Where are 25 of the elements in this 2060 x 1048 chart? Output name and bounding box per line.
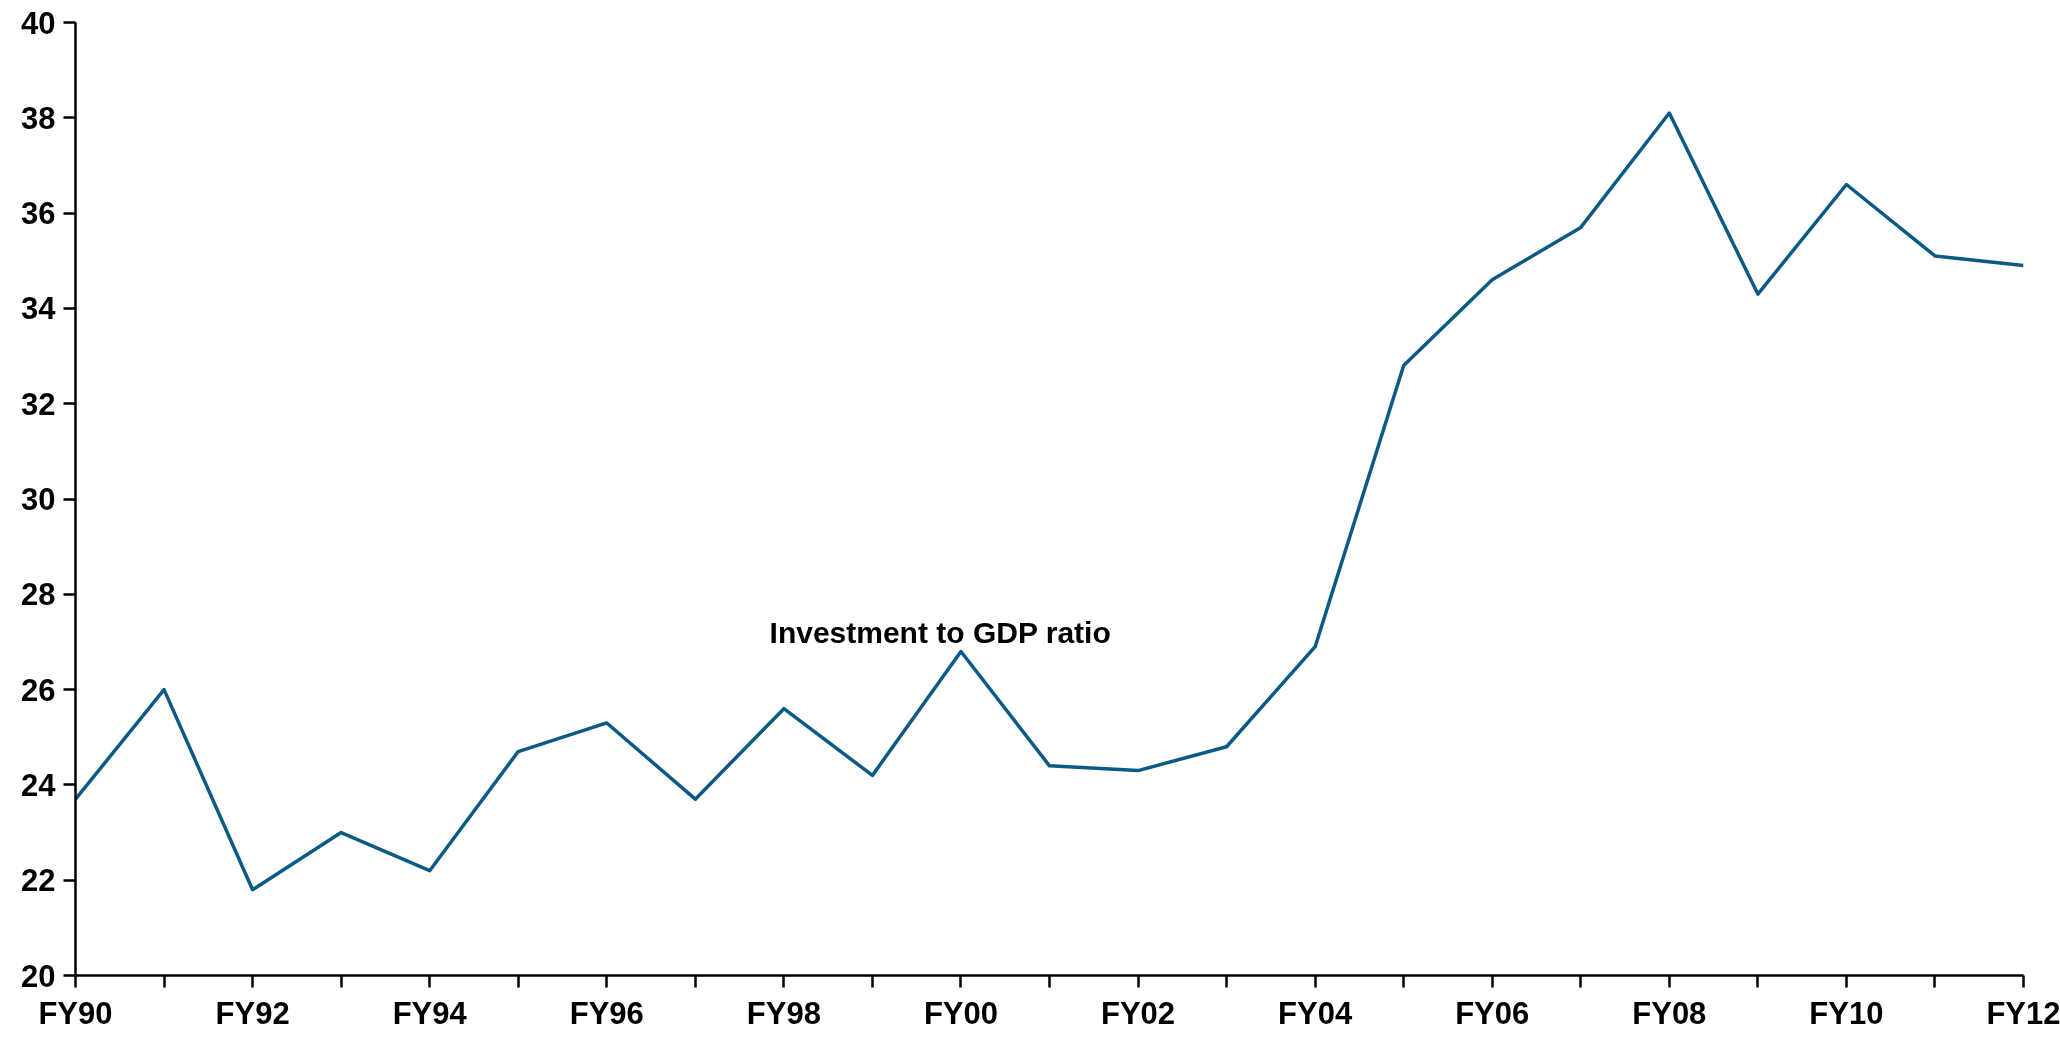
y-tick-label: 30	[21, 482, 56, 517]
y-tick-label: 38	[21, 100, 56, 136]
y-tick-label: 24	[21, 767, 57, 803]
y-tick-label: 22	[21, 863, 56, 899]
y-tick-label: 34	[21, 291, 57, 327]
series-label: Investment to GDP ratio	[769, 615, 1111, 649]
x-tick-label: FY00	[923, 995, 999, 1031]
x-tick-label: FY06	[1455, 995, 1530, 1031]
x-tick-label: FY04	[1278, 995, 1353, 1031]
x-tick-label: FY96	[569, 995, 644, 1031]
y-tick-label: 36	[21, 196, 56, 232]
y-tick-label: 40	[21, 5, 56, 41]
x-tick-label: FY10	[1809, 995, 1884, 1031]
x-tick-label: FY94	[392, 995, 468, 1031]
x-tick-label: FY90	[38, 995, 113, 1031]
x-tick-label: FY98	[746, 995, 821, 1031]
line-series	[75, 111, 2024, 892]
x-tick-label: FY08	[1632, 995, 1707, 1031]
y-tick-label: 28	[21, 577, 56, 613]
x-tick-label: FY92	[215, 995, 290, 1031]
x-tick-label: FY12	[1986, 995, 2060, 1031]
y-tick-label: 32	[21, 386, 56, 422]
y-tick-label: 20	[21, 958, 56, 994]
x-tick-label: FY02	[1101, 995, 1176, 1031]
y-tick-label: 26	[21, 672, 56, 708]
